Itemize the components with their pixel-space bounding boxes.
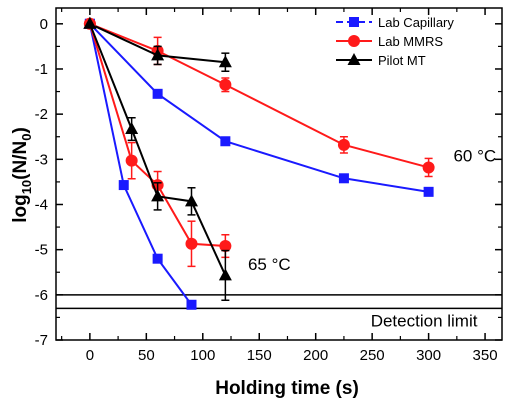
data-point-pilot-mt-65c xyxy=(125,122,139,135)
y-tick-label: 0 xyxy=(40,16,48,33)
y-tick-label: -4 xyxy=(35,196,48,213)
legend-marker-lab-capillary xyxy=(349,17,359,27)
legend-marker-pilot-mt xyxy=(347,53,361,65)
y-tick-label: -7 xyxy=(35,332,48,349)
legend: Lab Capillary Lab MMRS Pilot MT xyxy=(336,15,454,68)
x-tick-label: 50 xyxy=(138,347,155,364)
x-tick-label: 0 xyxy=(86,347,94,364)
data-point-pilot-mt-65c xyxy=(218,268,232,281)
annotation-detection-limit: Detection limit xyxy=(371,311,478,330)
x-axis-title: Holding time (s) xyxy=(215,378,359,399)
x-tick-label: 250 xyxy=(360,347,385,364)
annotation-65-c: 65 °C xyxy=(248,255,291,274)
data-point-pilot-mt-65c xyxy=(151,189,165,202)
y-tick-label: -1 xyxy=(35,61,48,78)
data-point-lab-capillary-60c xyxy=(338,173,349,184)
data-point-pilot-mt-60c xyxy=(151,48,165,61)
axes-layer: 0 50 100 150 200 250 300 350 0 -1 -2 -3 -4 -5 -6 -7 xyxy=(35,7,503,364)
y-tick-label: -5 xyxy=(35,242,48,259)
data-point-pilot-mt-65c xyxy=(184,194,198,207)
data-point-pilot-mt-65c xyxy=(83,16,97,29)
x-tick-label: 150 xyxy=(247,347,272,364)
data-point-lab-mmrs-60c xyxy=(422,161,435,174)
y-tick-label: -3 xyxy=(35,151,48,168)
data-point-lab-mmrs-60c xyxy=(219,78,232,91)
data-point-lab-mmrs-65c xyxy=(219,240,232,253)
annotation-60-c: 60 °C xyxy=(453,147,496,166)
data-point-lab-capillary-65c xyxy=(186,299,197,310)
plot-frame xyxy=(55,7,503,341)
data-point-lab-mmrs-60c xyxy=(337,138,350,151)
y-axis-title: log10(N/N0) xyxy=(10,127,34,223)
y-tick-label: -6 xyxy=(35,287,48,304)
x-tick-label: 300 xyxy=(416,347,441,364)
legend-label-lab-capillary: Lab Capillary xyxy=(378,15,454,30)
plot-layer: 60 °C 65 °C Detection limit xyxy=(56,16,502,330)
data-point-lab-mmrs-65c xyxy=(125,154,138,167)
legend-label-lab-mmrs: Lab MMRS xyxy=(378,34,443,49)
data-point-lab-capillary-65c xyxy=(152,253,163,264)
data-point-pilot-mt-60c xyxy=(218,55,232,68)
legend-label-pilot-mt: Pilot MT xyxy=(378,53,426,68)
data-point-lab-capillary-60c xyxy=(220,136,231,147)
x-tick-label: 350 xyxy=(473,347,498,364)
x-tick-label: 100 xyxy=(190,347,215,364)
data-point-lab-mmrs-65c xyxy=(185,237,198,250)
legend-marker-lab-mmrs xyxy=(348,35,360,47)
data-point-lab-capillary-60c xyxy=(423,186,434,197)
series-line-lab-capillary-65c xyxy=(88,23,193,306)
data-point-lab-capillary-65c xyxy=(118,180,129,191)
x-tick-label: 200 xyxy=(303,347,328,364)
y-tick-label: -2 xyxy=(35,106,48,123)
data-point-lab-capillary-60c xyxy=(152,88,163,99)
